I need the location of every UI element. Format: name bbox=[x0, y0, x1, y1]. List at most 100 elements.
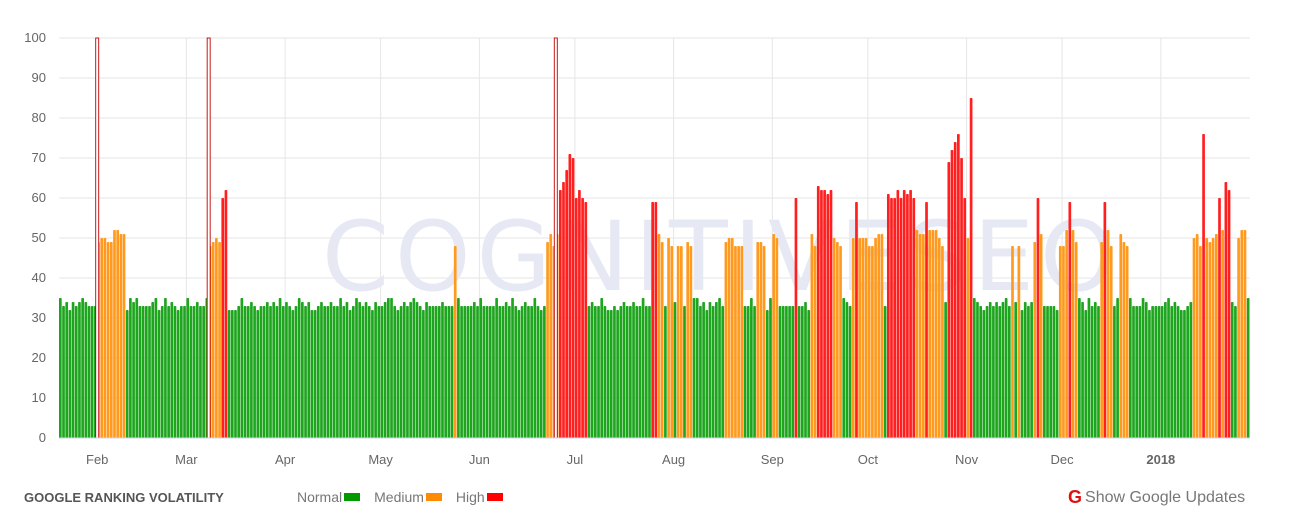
bar-normal[interactable] bbox=[785, 306, 788, 438]
bar-normal[interactable] bbox=[339, 298, 342, 438]
bar-high[interactable] bbox=[960, 158, 963, 438]
bar-normal[interactable] bbox=[715, 302, 718, 438]
bar-normal[interactable] bbox=[409, 302, 412, 438]
bar-normal[interactable] bbox=[243, 306, 247, 438]
bar-normal[interactable] bbox=[441, 302, 444, 438]
bar-normal[interactable] bbox=[1113, 306, 1116, 438]
bar-medium[interactable] bbox=[1058, 246, 1062, 438]
bar-normal[interactable] bbox=[469, 306, 473, 438]
bar-normal[interactable] bbox=[804, 302, 807, 438]
bar-normal[interactable] bbox=[358, 302, 362, 438]
bar-normal[interactable] bbox=[374, 302, 377, 438]
bar-normal[interactable] bbox=[383, 302, 387, 438]
bar-medium[interactable] bbox=[1065, 230, 1068, 438]
bar-normal[interactable] bbox=[138, 306, 142, 438]
bar-high[interactable] bbox=[578, 190, 581, 438]
bar-normal[interactable] bbox=[437, 306, 441, 438]
bar-medium[interactable] bbox=[921, 234, 925, 438]
bar-normal[interactable] bbox=[1014, 302, 1018, 438]
bar-normal[interactable] bbox=[387, 298, 390, 438]
bar-high[interactable] bbox=[925, 202, 928, 438]
bar-normal[interactable] bbox=[664, 306, 667, 438]
bar-medium[interactable] bbox=[1237, 238, 1240, 438]
bar-normal[interactable] bbox=[1170, 306, 1174, 438]
bar-medium[interactable] bbox=[737, 246, 740, 438]
bar-normal[interactable] bbox=[1176, 306, 1180, 438]
bar-normal[interactable] bbox=[291, 310, 295, 438]
bar-normal[interactable] bbox=[609, 310, 613, 438]
bar-high[interactable] bbox=[912, 198, 916, 438]
bar-normal[interactable] bbox=[479, 298, 483, 438]
bar-normal[interactable] bbox=[151, 302, 155, 438]
bar-normal[interactable] bbox=[1004, 298, 1008, 438]
bar-normal[interactable] bbox=[332, 306, 336, 438]
bar-high[interactable] bbox=[1103, 202, 1107, 438]
bar-normal[interactable] bbox=[367, 306, 371, 438]
bar-normal[interactable] bbox=[1164, 302, 1167, 438]
bar-normal[interactable] bbox=[192, 306, 196, 438]
bar-normal[interactable] bbox=[1046, 306, 1049, 438]
bar-normal[interactable] bbox=[186, 298, 190, 438]
bar-normal[interactable] bbox=[1141, 298, 1145, 438]
bar-high[interactable] bbox=[562, 182, 565, 438]
bar-high[interactable] bbox=[823, 190, 826, 438]
bar-normal[interactable] bbox=[90, 306, 94, 438]
bar-high[interactable] bbox=[1036, 198, 1040, 438]
bar-normal[interactable] bbox=[1049, 306, 1053, 438]
bar-normal[interactable] bbox=[1160, 306, 1164, 438]
bar-medium[interactable] bbox=[103, 238, 107, 438]
bar-normal[interactable] bbox=[539, 310, 543, 438]
bar-medium[interactable] bbox=[1017, 246, 1021, 438]
bar-normal[interactable] bbox=[976, 302, 979, 438]
bar-normal[interactable] bbox=[65, 302, 69, 438]
bar-medium[interactable] bbox=[877, 234, 881, 438]
bar-normal[interactable] bbox=[59, 298, 62, 438]
bar-normal[interactable] bbox=[160, 306, 164, 438]
bar-normal[interactable] bbox=[173, 306, 177, 438]
bar-normal[interactable] bbox=[1173, 302, 1177, 438]
bar-normal[interactable] bbox=[393, 306, 397, 438]
bar-normal[interactable] bbox=[511, 298, 514, 438]
bar-normal[interactable] bbox=[644, 306, 648, 438]
bar-normal[interactable] bbox=[1084, 310, 1088, 438]
bar-normal[interactable] bbox=[450, 306, 454, 438]
bar-normal[interactable] bbox=[361, 306, 365, 438]
bar-medium[interactable] bbox=[670, 246, 674, 438]
bar-normal[interactable] bbox=[1052, 306, 1056, 438]
bar-high[interactable] bbox=[1227, 190, 1231, 438]
bar-medium[interactable] bbox=[1195, 234, 1199, 438]
bar-normal[interactable] bbox=[750, 298, 753, 438]
bar-medium[interactable] bbox=[1039, 234, 1043, 438]
bar-normal[interactable] bbox=[253, 306, 256, 438]
bar-normal[interactable] bbox=[278, 298, 282, 438]
bar-medium[interactable] bbox=[116, 230, 120, 438]
bar-medium[interactable] bbox=[775, 238, 779, 438]
bar-normal[interactable] bbox=[708, 302, 712, 438]
bar-medium[interactable] bbox=[931, 230, 935, 438]
bar-medium[interactable] bbox=[1125, 246, 1129, 438]
bar-medium[interactable] bbox=[874, 238, 877, 438]
bar-medium[interactable] bbox=[734, 246, 737, 438]
bar-normal[interactable] bbox=[250, 302, 253, 438]
bar-normal[interactable] bbox=[320, 302, 323, 438]
bar-normal[interactable] bbox=[1179, 310, 1183, 438]
bar-medium[interactable] bbox=[453, 246, 457, 438]
show-google-updates-button[interactable]: G Show Google Updates bbox=[1068, 487, 1245, 508]
bar-normal[interactable] bbox=[364, 302, 368, 438]
bar-normal[interactable] bbox=[256, 310, 260, 438]
bar-normal[interactable] bbox=[622, 302, 626, 438]
bar-high[interactable] bbox=[899, 198, 903, 438]
bar-normal[interactable] bbox=[995, 302, 998, 438]
bar-normal[interactable] bbox=[476, 306, 479, 438]
bar-normal[interactable] bbox=[1093, 302, 1097, 438]
bar-normal[interactable] bbox=[170, 302, 174, 438]
bar-high[interactable] bbox=[829, 190, 833, 438]
bar-normal[interactable] bbox=[428, 306, 432, 438]
bar-medium[interactable] bbox=[679, 246, 683, 438]
bar-normal[interactable] bbox=[288, 306, 291, 438]
bar-normal[interactable] bbox=[141, 306, 145, 438]
bar-normal[interactable] bbox=[797, 306, 801, 438]
bar-normal[interactable] bbox=[447, 306, 451, 438]
bar-medium[interactable] bbox=[867, 246, 871, 438]
bar-normal[interactable] bbox=[488, 306, 492, 438]
